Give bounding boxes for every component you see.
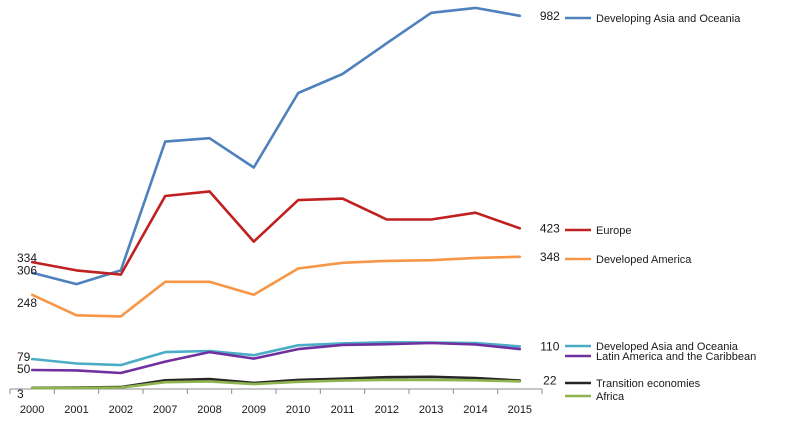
x-tick-label: 2007 [153, 404, 177, 416]
legend-label: Developed Asia and Oceania [596, 341, 739, 353]
start-data-label: 3 [17, 387, 24, 401]
start-data-label: 50 [17, 362, 31, 376]
x-tick-label: 2000 [20, 404, 44, 416]
end-data-label: 22 [543, 374, 557, 388]
x-tick-label: 2012 [375, 404, 399, 416]
x-tick-label: 2014 [463, 404, 487, 416]
x-tick-label: 2013 [419, 404, 443, 416]
series-line-1 [30, 190, 522, 276]
x-tick-label: 2015 [508, 404, 532, 416]
x-tick-label: 2008 [197, 404, 221, 416]
series-line-2 [30, 255, 522, 318]
legend-label: Transition economies [596, 378, 701, 390]
start-data-label: 306 [17, 264, 37, 278]
legend-label: Latin America and the Caribbean [596, 351, 756, 363]
end-data-label: 110 [540, 339, 559, 353]
legend-label: Europe [596, 225, 631, 237]
start-data-label: 248 [17, 296, 37, 310]
start-data-label: 334 [17, 251, 37, 265]
x-tick-label: 2002 [109, 404, 133, 416]
series-line-6 [30, 378, 522, 390]
x-tick-label: 2011 [331, 404, 355, 416]
legend-label: Developed America [596, 254, 692, 266]
end-data-label: 982 [540, 9, 560, 23]
legend-label: Developing Asia and Oceania [596, 13, 741, 25]
legend-label: Africa [596, 391, 625, 403]
end-data-label: 348 [540, 250, 560, 264]
x-tick-label: 2010 [286, 404, 310, 416]
series-line-4 [30, 341, 522, 375]
series-line-0 [30, 6, 522, 286]
x-tick-label: 2001 [64, 404, 88, 416]
end-data-label: 423 [540, 221, 560, 235]
x-tick-label: 2009 [242, 404, 266, 416]
start-data-label: 79 [17, 350, 31, 364]
